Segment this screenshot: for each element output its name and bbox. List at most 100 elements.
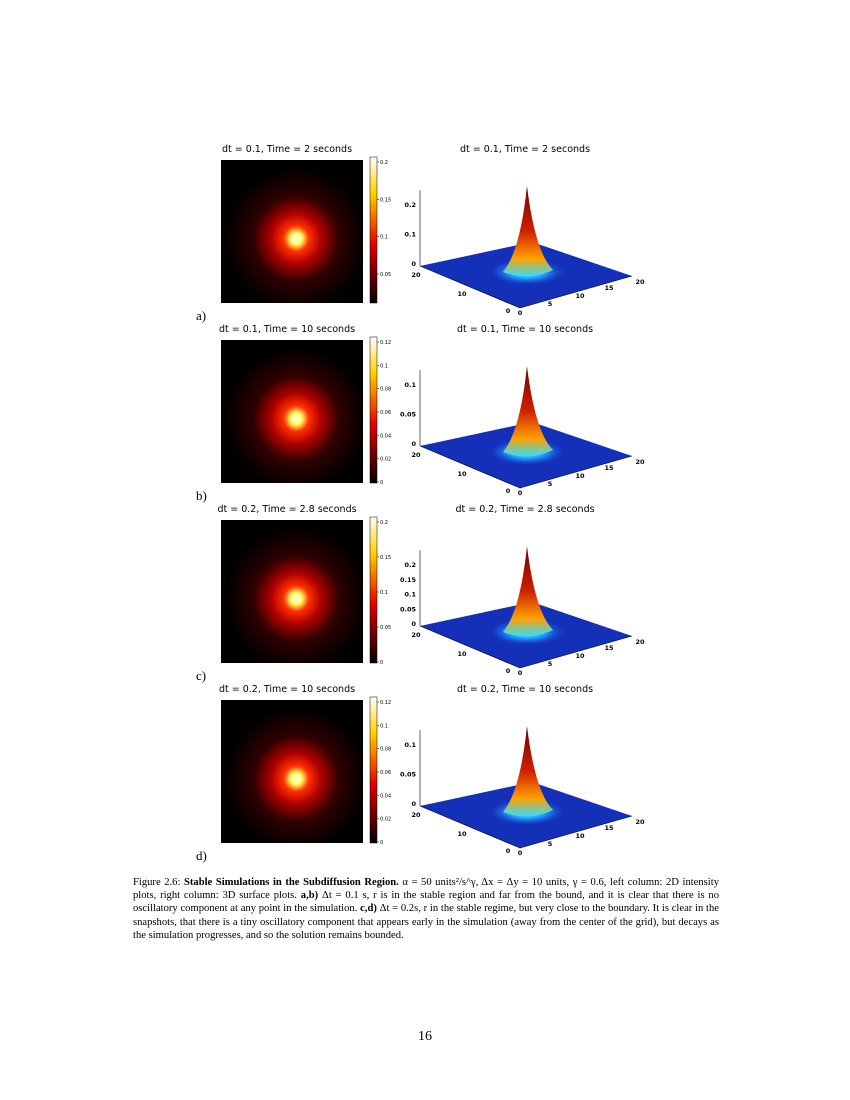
base-tick-label: 20 <box>411 271 421 279</box>
intensity-plot <box>221 340 363 483</box>
colorbar-tick-label: 0.04 <box>380 793 391 799</box>
panel-label: b) <box>196 488 207 503</box>
colorbar-tick-label: 0.12 <box>380 700 391 706</box>
caption: Figure 2.6: Stable Simulations in the Su… <box>133 876 719 942</box>
surface-peak <box>503 726 553 817</box>
base-tick-label: 20 <box>411 811 421 819</box>
colorbar <box>369 336 378 484</box>
panel-label: a) <box>196 308 206 323</box>
colorbar-tick-label: 0.06 <box>380 410 391 416</box>
left-title: dt = 0.2, Time = 2.8 seconds <box>217 504 356 515</box>
colorbar-tick-label: 0.02 <box>380 457 391 463</box>
right-title: dt = 0.2, Time = 2.8 seconds <box>455 504 594 515</box>
base-axis-right <box>519 455 633 489</box>
base-tick-label: 20 <box>411 451 421 459</box>
colorbar-tick-label: 0.06 <box>380 770 391 776</box>
base-axis-left <box>419 625 521 669</box>
z-tick-label: 0.2 <box>404 201 416 209</box>
colorbar-tick-label: 0.1 <box>380 723 388 729</box>
base-tick-label: 5 <box>548 840 553 848</box>
right-title: dt = 0.1, Time = 2 seconds <box>460 144 590 155</box>
base-axis-left <box>419 265 521 309</box>
z-tick-label: 0.05 <box>400 771 417 779</box>
colorbar-tick-label: 0.15 <box>380 555 391 561</box>
base-tick-label: 15 <box>604 284 614 292</box>
z-tick-label: 0.15 <box>400 576 417 584</box>
z-tick-label: 0 <box>411 620 416 628</box>
panel-label: d) <box>196 848 207 863</box>
panel-label: c) <box>196 668 206 683</box>
surface-peak <box>503 186 553 277</box>
z-tick-label: 0 <box>411 260 416 268</box>
left-title: dt = 0.1, Time = 10 seconds <box>219 324 355 335</box>
base-tick-label: 0 <box>518 309 523 317</box>
caption-params: α = 50 units²/s^γ, Δx = Δy = 10 units, γ… <box>133 877 719 902</box>
colorbar-tick-label: 0.2 <box>380 160 388 166</box>
base-tick-label: 10 <box>457 290 467 298</box>
base-tick-label: 0 <box>518 489 523 497</box>
intensity-plot <box>221 700 363 843</box>
intensity-plot <box>221 160 363 303</box>
base-tick-label: 20 <box>635 638 645 646</box>
z-tick-label: 0.1 <box>404 381 416 389</box>
base-tick-label: 0 <box>506 307 511 315</box>
base-tick-label: 10 <box>575 832 585 840</box>
caption-label: Figure 2.6: <box>133 877 184 888</box>
base-tick-label: 0 <box>518 669 523 677</box>
base-tick-label: 20 <box>635 818 645 826</box>
colorbar-tick-label: 0.12 <box>380 340 391 346</box>
colorbar-tick-label: 0 <box>380 660 383 666</box>
colorbar <box>369 696 378 844</box>
z-tick-label: 0 <box>411 440 416 448</box>
caption-ab-label: a,b) <box>300 890 319 902</box>
base-tick-label: 15 <box>604 644 614 652</box>
base-tick-label: 10 <box>457 830 467 838</box>
z-tick-label: 0.05 <box>400 605 417 613</box>
caption-title: Stable Simulations in the Subdiffusion R… <box>184 877 399 888</box>
surface-peak <box>503 366 553 457</box>
z-tick-label: 0.1 <box>404 741 416 749</box>
left-title: dt = 0.1, Time = 2 seconds <box>222 144 352 155</box>
colorbar-tick-label: 0.1 <box>380 235 388 241</box>
base-tick-label: 20 <box>411 631 421 639</box>
base-tick-label: 0 <box>506 847 511 855</box>
base-tick-label: 5 <box>548 660 553 668</box>
right-title: dt = 0.2, Time = 10 seconds <box>457 684 593 695</box>
colorbar-tick-label: 0.05 <box>380 272 391 278</box>
colorbar-tick-label: 0.1 <box>380 590 388 596</box>
base-axis-left <box>419 805 521 849</box>
z-tick-label: 0.05 <box>400 411 417 419</box>
base-tick-label: 0 <box>506 487 511 495</box>
right-title: dt = 0.1, Time = 10 seconds <box>457 324 593 335</box>
colorbar-tick-label: 0 <box>380 840 383 846</box>
base-tick-label: 20 <box>635 458 645 466</box>
base-tick-label: 0 <box>506 667 511 675</box>
intensity-plot <box>221 520 363 663</box>
base-axis-right <box>519 635 633 669</box>
base-tick-label: 5 <box>548 480 553 488</box>
z-tick-label: 0 <box>411 800 416 808</box>
base-tick-label: 15 <box>604 824 614 832</box>
surface-peak <box>503 546 553 637</box>
colorbar <box>369 156 378 304</box>
page-number: 16 <box>418 1029 432 1044</box>
colorbar-tick-label: 0.04 <box>380 433 391 439</box>
base-tick-label: 0 <box>518 849 523 857</box>
base-tick-label: 10 <box>457 470 467 478</box>
left-title: dt = 0.2, Time = 10 seconds <box>219 684 355 695</box>
colorbar-tick-label: 0 <box>380 480 383 486</box>
colorbar-tick-label: 0.2 <box>380 520 388 526</box>
z-tick-label: 0.1 <box>404 231 416 239</box>
colorbar-tick-label: 0.15 <box>380 197 391 203</box>
caption-ab-text: Δt = 0.1 s, r is in the stable region an… <box>133 890 719 915</box>
colorbar-tick-label: 0.02 <box>380 817 391 823</box>
base-tick-label: 15 <box>604 464 614 472</box>
colorbar-tick-label: 0.08 <box>380 387 391 393</box>
base-axis-left <box>419 445 521 489</box>
base-tick-label: 5 <box>548 300 553 308</box>
caption-cd-text: Δt = 0.2s, r in the stable regime, but v… <box>133 903 719 941</box>
base-axis-right <box>519 275 633 309</box>
colorbar-tick-label: 0.05 <box>380 625 391 631</box>
